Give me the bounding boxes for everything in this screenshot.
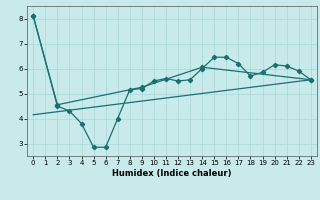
X-axis label: Humidex (Indice chaleur): Humidex (Indice chaleur) — [112, 169, 232, 178]
